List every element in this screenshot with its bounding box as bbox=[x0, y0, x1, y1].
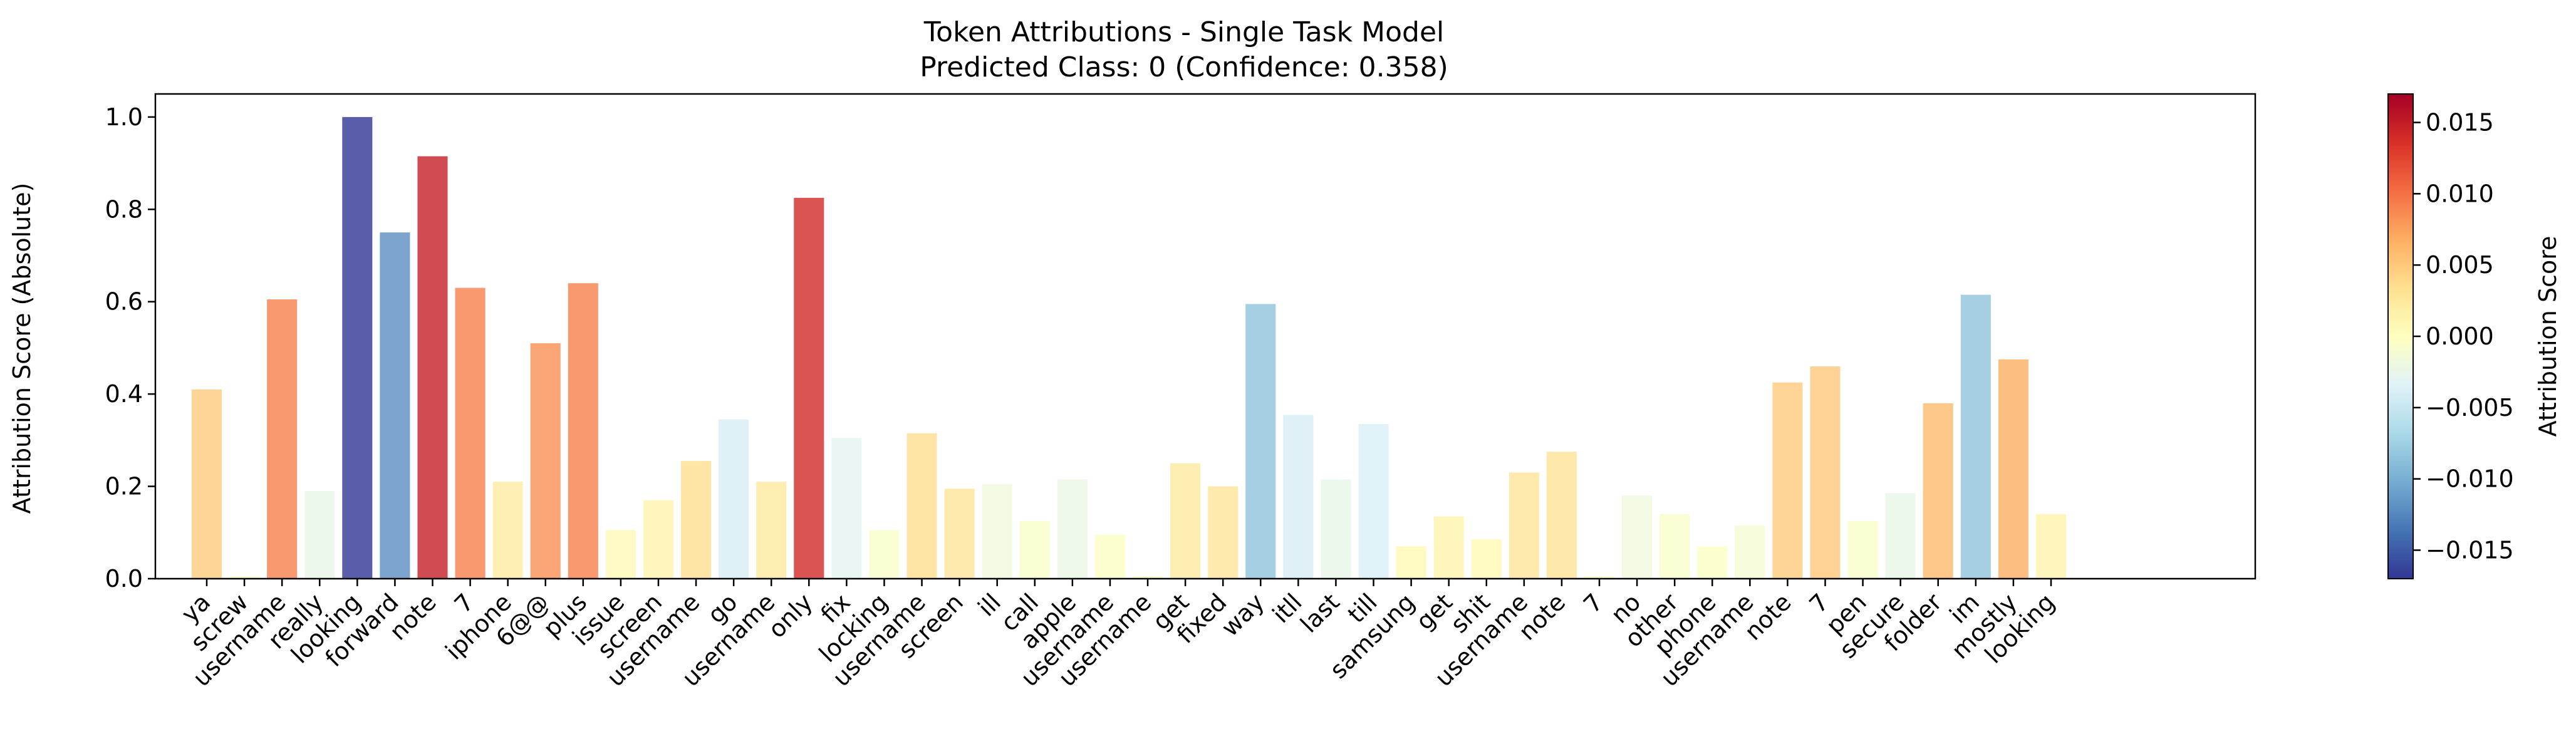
colorbar-tick-label-2: 0.005 bbox=[2426, 251, 2494, 279]
x-tick-label-30: last bbox=[1295, 588, 1345, 638]
bar-33 bbox=[1433, 516, 1464, 579]
bar-36 bbox=[1546, 452, 1577, 579]
y-tick-label-0: 0.0 bbox=[105, 565, 143, 592]
bar-47 bbox=[1960, 294, 1991, 579]
y-tick-label-3: 0.6 bbox=[105, 288, 143, 316]
bar-11 bbox=[605, 530, 636, 579]
x-tick-label-33: get bbox=[1411, 588, 1458, 635]
bar-40 bbox=[1697, 546, 1728, 579]
plot-frame bbox=[154, 93, 2257, 580]
bar-24 bbox=[1094, 534, 1125, 579]
bar-19 bbox=[906, 433, 937, 579]
colorbar-tick-label-4: −0.005 bbox=[2426, 394, 2514, 421]
bar-3 bbox=[304, 490, 335, 579]
bar-30 bbox=[1321, 479, 1351, 579]
bar-7 bbox=[455, 287, 486, 579]
bar-38 bbox=[1622, 495, 1653, 579]
colorbar-tick-label-5: −0.010 bbox=[2426, 465, 2514, 493]
colorbar-tick-label-6: −0.015 bbox=[2426, 536, 2514, 564]
bar-46 bbox=[1923, 403, 1953, 579]
bar-21 bbox=[982, 483, 1012, 579]
bar-27 bbox=[1208, 486, 1239, 579]
colorbar-tick-label-0: 0.015 bbox=[2426, 109, 2494, 137]
x-tick-label-37: 7 bbox=[1578, 588, 1608, 618]
colorbar-tick-label-3: 0.000 bbox=[2426, 323, 2494, 350]
bar-10 bbox=[568, 283, 598, 579]
colorbar-axis: 0.015 0.010 0.005 0.000 −0.005 −0.010 −0.015 bbox=[2413, 109, 2514, 564]
bar-29 bbox=[1283, 415, 1314, 579]
bar-4 bbox=[342, 116, 373, 579]
bar-34 bbox=[1471, 539, 1502, 579]
colorbar-tick-label-1: 0.010 bbox=[2426, 180, 2494, 207]
bar-5 bbox=[380, 232, 410, 579]
bar-44 bbox=[1847, 520, 1878, 579]
y-tick-label-1: 0.2 bbox=[105, 473, 143, 500]
bar-14 bbox=[719, 419, 749, 579]
bar-1 bbox=[229, 576, 260, 579]
bar-6 bbox=[417, 156, 448, 579]
bar-31 bbox=[1358, 424, 1389, 579]
y-axis: 0.0 0.2 0.4 0.6 0.8 1.0 bbox=[105, 103, 155, 592]
bar-15 bbox=[756, 482, 787, 579]
y-tick-label-4: 0.8 bbox=[105, 195, 143, 223]
bar-16 bbox=[794, 197, 824, 579]
bar-9 bbox=[530, 343, 561, 579]
chart-subtitle: Predicted Class: 0 (Confidence: 0.358) bbox=[920, 51, 1448, 83]
bar-48 bbox=[1998, 359, 2028, 579]
bar-37 bbox=[1584, 576, 1615, 579]
bar-45 bbox=[1885, 493, 1916, 579]
bar-13 bbox=[681, 461, 712, 579]
colorbar-label: Attribution Score bbox=[2534, 236, 2562, 437]
x-tick-label-28: way bbox=[1216, 588, 1269, 641]
bar-26 bbox=[1170, 463, 1201, 579]
bar-25 bbox=[1133, 576, 1163, 579]
bar-42 bbox=[1772, 382, 1803, 579]
bar-23 bbox=[1057, 479, 1088, 579]
bar-39 bbox=[1659, 514, 1690, 579]
y-axis-label: Attribution Score (Absolute) bbox=[8, 183, 36, 514]
bar-2 bbox=[267, 299, 298, 579]
y-tick-label-5: 1.0 bbox=[105, 103, 143, 131]
bars-layer bbox=[191, 116, 2067, 579]
bar-17 bbox=[831, 438, 862, 579]
colorbar bbox=[2387, 93, 2414, 579]
bar-12 bbox=[643, 500, 674, 579]
bar-28 bbox=[1245, 304, 1276, 579]
x-tick-label-16: only bbox=[763, 588, 818, 643]
bar-32 bbox=[1396, 546, 1426, 579]
chart-title: Token Attributions - Single Task Model bbox=[923, 16, 1445, 48]
bar-20 bbox=[944, 489, 975, 579]
y-tick-label-2: 0.4 bbox=[105, 380, 143, 408]
bar-35 bbox=[1509, 472, 1539, 579]
bar-41 bbox=[1735, 525, 1765, 579]
bar-18 bbox=[869, 530, 900, 579]
bar-43 bbox=[1810, 366, 1841, 579]
bar-0 bbox=[191, 389, 222, 579]
bar-8 bbox=[492, 482, 523, 579]
bar-22 bbox=[1019, 520, 1050, 579]
bar-49 bbox=[2035, 514, 2067, 579]
